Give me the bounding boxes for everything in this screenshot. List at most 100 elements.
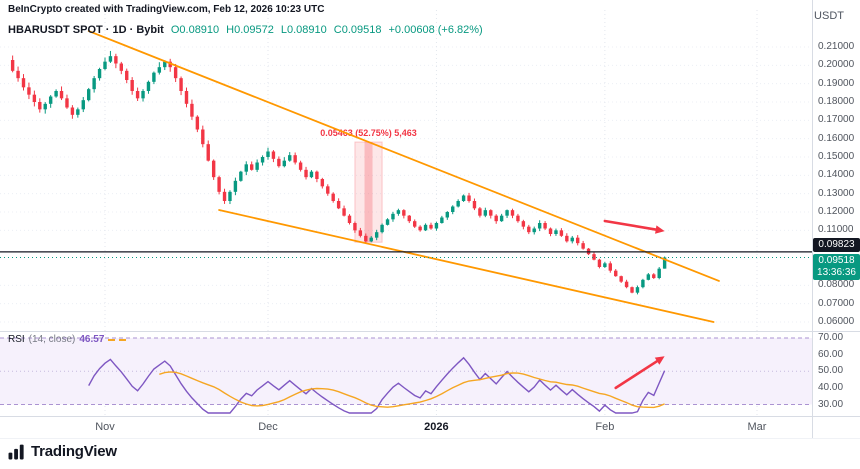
candle[interactable] <box>570 237 574 242</box>
candle[interactable] <box>423 224 428 231</box>
candle[interactable] <box>641 279 645 288</box>
candle[interactable] <box>249 164 254 170</box>
candle[interactable] <box>407 215 411 222</box>
candle[interactable] <box>657 268 661 278</box>
candle[interactable] <box>65 98 69 108</box>
candle[interactable] <box>130 79 134 91</box>
candle[interactable] <box>489 210 493 216</box>
candle[interactable] <box>412 221 417 227</box>
candle[interactable] <box>315 171 319 179</box>
candle[interactable] <box>277 158 281 167</box>
candle[interactable] <box>331 193 335 201</box>
candle[interactable] <box>32 94 37 102</box>
candle[interactable] <box>336 200 341 209</box>
candle[interactable] <box>434 222 439 229</box>
candle[interactable] <box>581 243 585 249</box>
candle[interactable] <box>646 274 651 280</box>
candle[interactable] <box>201 129 205 145</box>
candle[interactable] <box>304 169 308 178</box>
candle[interactable] <box>494 215 498 222</box>
candle[interactable] <box>342 208 346 216</box>
candle[interactable] <box>190 103 194 117</box>
candle[interactable] <box>652 274 656 278</box>
candle[interactable] <box>662 257 667 269</box>
candle[interactable] <box>619 276 623 282</box>
candle[interactable] <box>592 254 596 260</box>
candle[interactable] <box>603 263 607 267</box>
price-range-measurement[interactable]: 0.05463 (52.75%) 5,463 <box>320 128 417 243</box>
candle[interactable] <box>54 90 58 97</box>
candle[interactable] <box>103 61 107 69</box>
price-axis[interactable]: 0.21000 0.20000 0.19000 0.18000 0.17000 0.160… <box>812 0 860 438</box>
candle[interactable] <box>271 151 276 159</box>
candle[interactable] <box>543 222 547 229</box>
candle[interactable] <box>266 151 270 157</box>
candle[interactable] <box>597 259 602 267</box>
candle[interactable] <box>157 67 162 73</box>
candle[interactable] <box>288 155 292 161</box>
candle[interactable] <box>483 210 488 216</box>
candle[interactable] <box>173 67 178 79</box>
candle[interactable] <box>141 90 145 99</box>
candle[interactable] <box>472 200 477 209</box>
candle[interactable] <box>27 87 31 95</box>
candle[interactable] <box>429 224 433 229</box>
candle[interactable] <box>244 164 248 172</box>
candle[interactable] <box>505 210 509 216</box>
candle[interactable] <box>228 191 232 201</box>
candle[interactable] <box>125 70 129 80</box>
candle[interactable] <box>233 180 238 192</box>
candle[interactable] <box>391 213 395 220</box>
candle[interactable] <box>575 237 580 244</box>
candle[interactable] <box>440 217 444 223</box>
candle[interactable] <box>418 226 422 231</box>
trendline-lower[interactable] <box>218 209 715 323</box>
candle[interactable] <box>516 215 520 222</box>
candle[interactable] <box>298 162 303 170</box>
candle[interactable] <box>92 78 96 90</box>
candle[interactable] <box>10 59 15 71</box>
candle[interactable] <box>114 56 118 64</box>
candle[interactable] <box>630 287 634 293</box>
candle[interactable] <box>76 109 80 115</box>
candle[interactable] <box>239 171 243 181</box>
candle[interactable] <box>179 78 183 91</box>
candle[interactable] <box>255 162 259 170</box>
candle[interactable] <box>168 61 172 68</box>
candle[interactable] <box>347 215 352 223</box>
candles[interactable] <box>10 50 667 295</box>
candle[interactable] <box>87 89 91 101</box>
symbol-legend[interactable]: HBARUSDT SPOT · 1D · Bybit O0.08910 H0.0… <box>8 24 483 36</box>
candle[interactable] <box>380 224 384 233</box>
candle[interactable] <box>456 200 460 207</box>
candle[interactable] <box>554 230 558 234</box>
candle[interactable] <box>369 237 373 242</box>
candle[interactable] <box>119 63 123 71</box>
candle[interactable] <box>537 222 542 229</box>
candle[interactable] <box>163 61 167 68</box>
rsi-ma-line[interactable] <box>159 371 665 409</box>
rsi-legend[interactable]: RSI (14, close) 46.57 <box>8 334 127 345</box>
candle[interactable] <box>38 101 42 110</box>
candle[interactable] <box>260 156 265 163</box>
candle[interactable] <box>70 107 75 115</box>
candle[interactable] <box>81 100 85 110</box>
candle[interactable] <box>510 210 515 216</box>
candle[interactable] <box>614 270 618 277</box>
candle[interactable] <box>309 171 314 178</box>
candle[interactable] <box>521 221 526 227</box>
candle[interactable] <box>499 215 504 222</box>
candle[interactable] <box>108 56 113 62</box>
candle[interactable] <box>21 78 26 88</box>
candle[interactable] <box>478 208 482 216</box>
candle[interactable] <box>206 144 210 161</box>
candle[interactable] <box>527 226 531 233</box>
candle[interactable] <box>184 90 189 104</box>
candle[interactable] <box>282 160 286 167</box>
candle[interactable] <box>195 116 200 130</box>
candle[interactable] <box>559 230 564 236</box>
candle[interactable] <box>43 103 47 110</box>
candle[interactable] <box>461 195 466 201</box>
candle[interactable] <box>217 177 221 192</box>
